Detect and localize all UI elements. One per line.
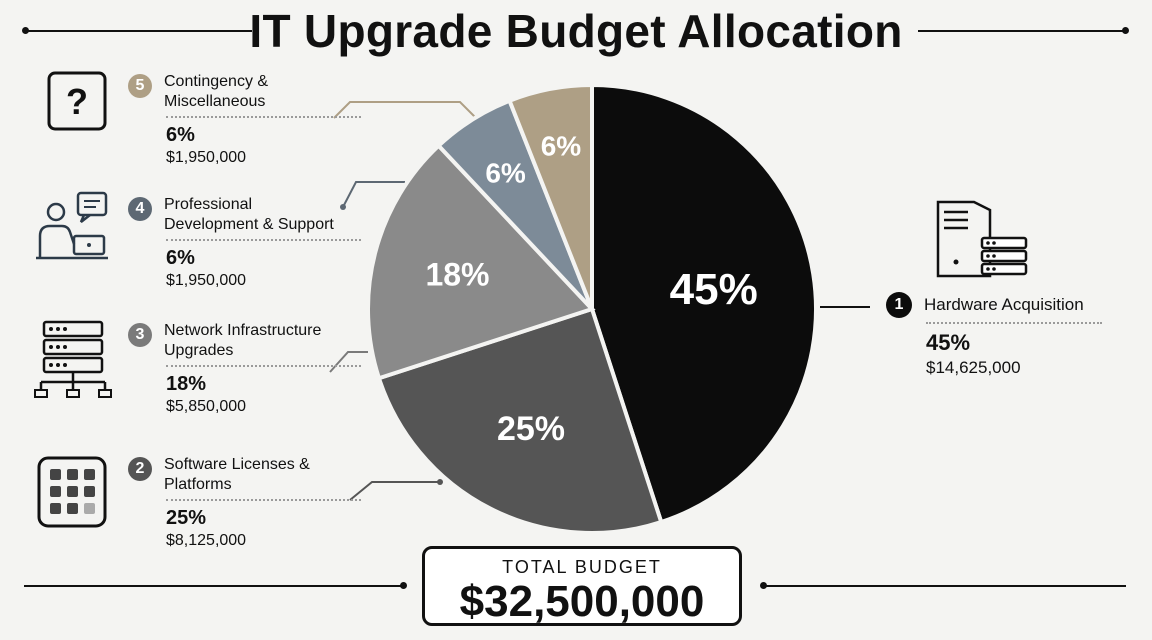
legend-divider (166, 116, 361, 118)
legend-label-line1: Professional (164, 196, 253, 213)
legend-label-line1: Network Infrastructure (164, 322, 322, 339)
legend-item-network: 3 Network Infrastructure Upgrades 18% $5… (128, 321, 361, 416)
title-rule-left (26, 30, 252, 32)
legend-amount: $1,950,000 (166, 149, 247, 166)
legend-percent: 18% (166, 373, 207, 395)
pie-slices (366, 82, 818, 535)
legend-item-hardware: 1 Hardware Acquisition 45% $14,625,000 (886, 292, 1126, 378)
legend-badge: 3 (128, 323, 152, 347)
title-rule-right (918, 30, 1126, 32)
pie-slice-1 (590, 82, 818, 525)
pie-slice-label-3: 18% (425, 256, 489, 292)
total-budget-label: TOTAL BUDGET (502, 557, 662, 577)
title-rule-dot-right (1122, 27, 1129, 34)
legend-item-software: 2 Software Licenses & Platforms 25% $8,1… (128, 455, 361, 550)
legend-label-line2: Upgrades (164, 342, 234, 359)
total-budget-value: $32,500,000 (459, 577, 705, 626)
legend-badge: 5 (128, 74, 152, 98)
total-rule-dot-left (400, 582, 407, 589)
legend-item-contingency: 5 Contingency & Miscellaneous 6% $1,950,… (128, 72, 361, 167)
leader-dot-software (437, 479, 443, 485)
pie-slice-label-1: 45% (670, 265, 758, 314)
legend-badge: 4 (128, 197, 152, 221)
total-rule-right (764, 585, 1126, 587)
legend-percent: 6% (166, 124, 195, 146)
legend-amount: $14,625,000 (926, 358, 1021, 377)
legend-badge: 2 (128, 457, 152, 481)
server-icon (936, 200, 1028, 278)
leader-line-software (349, 481, 440, 501)
network-icon (34, 320, 112, 398)
pie-slice-2 (376, 306, 664, 535)
legend-percent: 6% (166, 247, 195, 269)
question-icon: ? (47, 71, 107, 131)
legend-label-line2: Platforms (164, 476, 232, 493)
leader-lines (329, 101, 870, 501)
pie-slice-label-5: 6% (541, 131, 582, 162)
pie-slice-labels: 45% 25% 18% 6% 6% (425, 131, 757, 448)
title-rule-dot-left (22, 27, 29, 34)
legend-label-line1: Hardware Acquisition (924, 295, 1084, 314)
chart-title: IT Upgrade Budget Allocation (249, 5, 903, 57)
legend-label-line2: Miscellaneous (164, 93, 266, 110)
support-person-icon (36, 191, 108, 260)
legend-amount: $8,125,000 (166, 532, 247, 549)
leader-dot-professional (340, 204, 346, 210)
leader-line-professional (342, 181, 405, 208)
legend-label-line1: Contingency & (164, 73, 269, 90)
legend-label-line2: Development & Support (164, 216, 334, 233)
pie-slice-label-4: 6% (485, 157, 526, 188)
legend-percent: 45% (926, 330, 971, 355)
legend-divider (166, 365, 361, 367)
legend-divider (166, 239, 361, 241)
total-rule-left (24, 585, 404, 587)
pie-slice-label-2: 25% (497, 410, 565, 448)
legend-amount: $1,950,000 (166, 272, 247, 289)
legend-badge: 1 (886, 292, 912, 318)
legend-divider (926, 322, 1102, 324)
pie-slice-5 (506, 82, 594, 310)
leader-line-contingency (333, 101, 477, 119)
legend-label-line1: Software Licenses & (164, 456, 310, 473)
svg-text:?: ? (66, 81, 88, 122)
app-grid-icon (37, 456, 107, 528)
legend-item-professional: 4 Professional Development & Support 6% … (128, 195, 361, 290)
pie-slice-3 (366, 142, 596, 381)
legend-amount: $5,850,000 (166, 398, 247, 415)
total-rule-dot-right (760, 582, 767, 589)
legend-percent: 25% (166, 507, 207, 529)
legend-divider (166, 499, 361, 501)
total-budget-box: TOTAL BUDGET $32,500,000 (422, 546, 742, 626)
